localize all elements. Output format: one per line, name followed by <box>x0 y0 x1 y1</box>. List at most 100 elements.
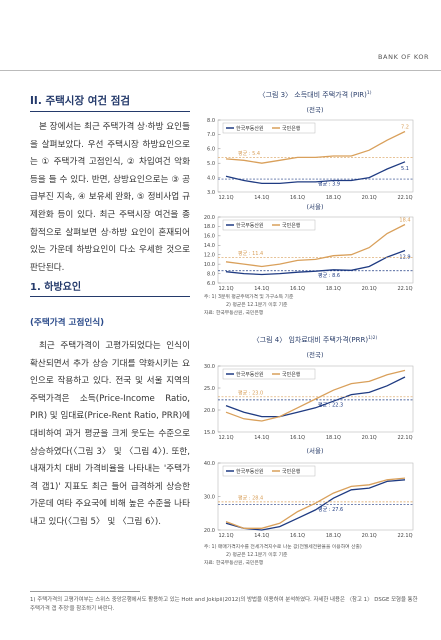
y-tick-label: 4.0 <box>207 175 215 181</box>
series-line <box>225 369 406 422</box>
legend-label: 한국부동산원 <box>236 125 264 132</box>
legend-label: 한국부동산원 <box>236 468 264 475</box>
series-line <box>225 479 406 531</box>
y-tick-label: 30.0 <box>204 494 215 500</box>
average-label: 평균 : 27.6 <box>318 506 343 513</box>
legend-label: 국민은행 <box>282 468 301 475</box>
figure-note: 자료: 한국부동산원, 국민은행 <box>204 309 263 316</box>
x-tick-label: 22.1Q <box>397 533 412 539</box>
x-tick-label: 18.1Q <box>326 195 341 201</box>
legend-box <box>222 219 316 231</box>
x-tick-label: 18.1Q <box>326 533 341 539</box>
y-tick-label: 6.0 <box>207 281 215 287</box>
figure-note: 주: 1) 3분위 평균주택가격 및 가구소득 기준 <box>204 293 294 300</box>
legend-label: 국민은행 <box>282 125 301 132</box>
figure-note: 2) 평균은 12.1분기 이후 기준 <box>226 301 288 308</box>
footnote-rule <box>30 591 140 592</box>
x-tick-label: 18.1Q <box>326 286 341 292</box>
series-line <box>225 130 406 164</box>
figure-note: 2) 평균은 12.1분기 이후 기준 <box>226 551 288 558</box>
y-tick-label: 14.0 <box>204 243 215 249</box>
series-line <box>225 161 406 185</box>
average-label: 평균 : 5.4 <box>238 150 260 157</box>
figure-title: 〈그림 4〉 임차료대비 주택가격(PRR)1)2) <box>253 335 378 344</box>
y-tick-label: 7.0 <box>207 132 215 138</box>
y-tick-label: 25.0 <box>204 386 215 392</box>
y-tick-label: 12.0 <box>204 253 215 259</box>
average-label: 평균 : 3.9 <box>318 181 340 188</box>
y-tick-label: 6.0 <box>207 147 215 153</box>
x-tick-label: 22.1Q <box>397 435 412 441</box>
series-line <box>225 249 406 276</box>
paragraph: 본 장에서는 최근 주택가격 상·하방 요인들을 살펴보았다. 우선 주택시장 … <box>30 122 190 273</box>
legend-label: 한국부동산원 <box>236 371 264 378</box>
legend-label: 국민은행 <box>282 222 301 229</box>
x-tick-label: 14.1Q <box>254 195 269 201</box>
y-tick-label: 16.0 <box>204 234 215 240</box>
figure-title-text: 〈그림 3〉 소득대비 주택가격 (PIR) <box>259 90 368 99</box>
end-value-label: 18.4 <box>399 218 410 224</box>
plot-frame <box>217 365 414 433</box>
x-tick-label: 18.1Q <box>326 435 341 441</box>
y-tick-label: 8.0 <box>207 118 215 124</box>
y-tick-label: 20.0 <box>204 215 215 221</box>
figure-title-text: 〈그림 4〉 임차료대비 주택가격(PRR) <box>253 335 369 344</box>
header-rule <box>0 70 441 71</box>
end-value-label: 5.1 <box>401 166 409 172</box>
plot-frame <box>217 216 414 284</box>
x-tick-label: 12.1Q <box>218 533 233 539</box>
x-tick-label: 14.1Q <box>254 533 269 539</box>
x-tick-label: 20.1Q <box>362 435 377 441</box>
series-line <box>225 477 406 529</box>
legend-box <box>222 465 316 477</box>
y-tick-label: 20.0 <box>204 408 215 414</box>
x-tick-label: 16.1Q <box>290 533 305 539</box>
x-tick-label: 16.1Q <box>290 286 305 292</box>
plot-frame <box>217 119 414 193</box>
x-tick-label: 12.1Q <box>218 195 233 201</box>
average-label: 평균 : 8.6 <box>318 272 340 279</box>
y-tick-label: 5.0 <box>207 161 215 167</box>
paragraph: 최근 주택가격이 고평가되었다는 인식이 확산되면서 추가 상승 기대를 약화시… <box>30 341 190 527</box>
y-tick-label: 20.0 <box>204 528 215 534</box>
legend-label: 한국부동산원 <box>236 222 264 229</box>
legend-label: 국민은행 <box>282 371 301 378</box>
end-value-label: 7.2 <box>401 125 409 131</box>
average-label: 평균 : 23.0 <box>238 389 263 396</box>
footnote: 1) 주택가격의 고평가여부는 스위스 중앙은행에서도 활용하고 있는 Hott… <box>30 597 418 612</box>
section-title: II. 주택시장 여건 점검 <box>30 95 131 107</box>
x-tick-label: 20.1Q <box>362 286 377 292</box>
subsection-title: 1. 하방요인 <box>30 282 82 293</box>
figure-note: 자료: 한국부동산원, 국민은행 <box>204 559 263 566</box>
legend-box <box>222 368 316 380</box>
y-tick-label: 18.0 <box>204 224 215 230</box>
figure-title-mark: 1) <box>367 90 372 96</box>
y-tick-label: 3.0 <box>207 190 215 196</box>
series-line <box>225 376 406 418</box>
panel-region: (전국) <box>306 105 323 114</box>
average-label: 평균 : 22.3 <box>318 401 343 408</box>
topic-heading: (주택가격 고점인식) <box>30 318 105 328</box>
figure-note: 주: 1) 매매가격지수를 전세가격지수로 나눈 값(전월세전환율을 이용하여 … <box>204 543 362 550</box>
section-rule <box>30 111 190 112</box>
x-tick-label: 12.1Q <box>218 286 233 292</box>
y-tick-label: 10.0 <box>204 262 215 268</box>
panel-region: (서울) <box>306 446 323 455</box>
average-label: 평균 : 11.4 <box>238 250 263 257</box>
panel-region: (서울) <box>306 202 323 211</box>
average-label: 평균 : 28.4 <box>238 494 263 501</box>
x-tick-label: 20.1Q <box>362 195 377 201</box>
series-line <box>225 223 406 268</box>
figure-title: 〈그림 3〉 소득대비 주택가격 (PIR)1) <box>259 90 372 99</box>
x-tick-label: 16.1Q <box>290 195 305 201</box>
y-tick-label: 8.0 <box>207 271 215 277</box>
x-tick-label: 22.1Q <box>397 195 412 201</box>
y-tick-label: 30.0 <box>204 364 215 370</box>
legend-box <box>222 122 316 134</box>
x-tick-label: 14.1Q <box>254 286 269 292</box>
x-tick-label: 12.1Q <box>218 435 233 441</box>
panel-region: (전국) <box>306 350 323 359</box>
figure-title-mark: 1)2) <box>368 335 377 341</box>
